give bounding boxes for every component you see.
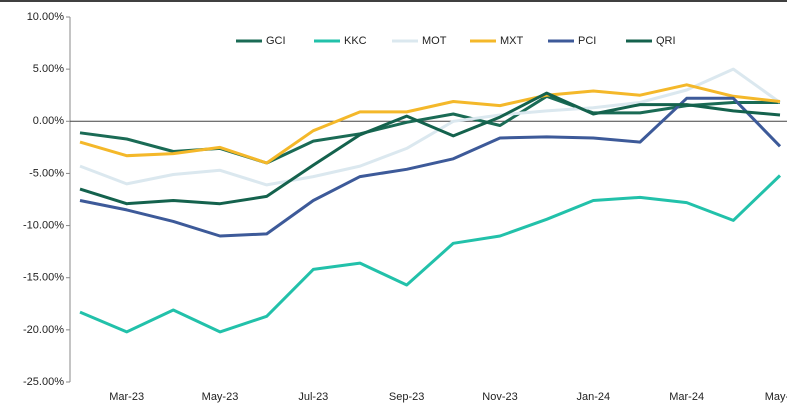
y-tick-label: 0.00% [33, 115, 64, 127]
x-tick-label: Mar-23 [109, 391, 144, 403]
y-tick-label: -5.00% [29, 167, 64, 179]
series-line [79, 91, 781, 206]
series-line [79, 96, 782, 238]
series-line [79, 67, 781, 187]
x-tick-label: Mar-24 [669, 391, 704, 403]
x-tick-label: Jul-23 [298, 391, 328, 403]
legend-label: QRI [656, 35, 676, 47]
y-tick-label: 5.00% [33, 63, 64, 75]
legend-label: MXT [500, 35, 524, 47]
x-tick-label: May-2 [765, 391, 787, 403]
x-tick-label: Sep-23 [389, 391, 424, 403]
legend-label: GCI [266, 35, 286, 47]
legend-label: KKC [344, 35, 367, 47]
y-tick-label: -25.00% [23, 376, 64, 388]
series-line [79, 83, 781, 165]
x-tick-label: May-23 [202, 391, 239, 403]
legend-label: PCI [578, 35, 596, 47]
y-tick-label: 10.00% [27, 11, 65, 23]
y-tick-label: -15.00% [23, 272, 64, 284]
legend-label: MOT [422, 35, 447, 47]
y-tick-label: -10.00% [23, 219, 64, 231]
x-tick-label: Nov-23 [482, 391, 517, 403]
y-tick-label: -20.00% [23, 324, 64, 336]
series-line [79, 174, 782, 334]
x-tick-label: Jan-24 [577, 391, 611, 403]
